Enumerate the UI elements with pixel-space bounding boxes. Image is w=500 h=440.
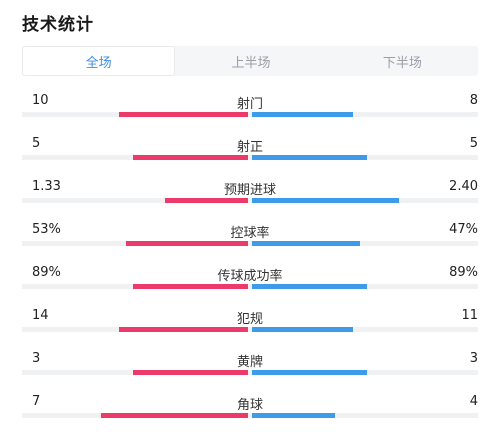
stat-label: 预期进球 xyxy=(223,183,276,198)
stat-row-yellow-cards: 3 黄牌 3 xyxy=(0,348,500,391)
stat-row-shots: 10 射门 8 xyxy=(0,90,500,133)
page-title: 技术统计 xyxy=(22,15,94,35)
home-bar xyxy=(133,370,248,375)
home-bar xyxy=(119,112,248,117)
stat-label: 黄牌 xyxy=(236,355,263,370)
bar-track xyxy=(22,327,478,332)
home-value: 53% xyxy=(32,222,61,237)
bar-track xyxy=(22,198,478,203)
home-bar xyxy=(133,284,248,289)
tab-full-match[interactable]: 全场 xyxy=(22,46,176,76)
away-value: 8 xyxy=(469,93,478,108)
stat-row-expected-goals: 1.33 预期进球 2.40 xyxy=(0,176,500,219)
away-bar xyxy=(252,155,367,160)
stat-label: 射正 xyxy=(236,140,263,155)
away-value: 2.40 xyxy=(449,179,478,194)
bar-track xyxy=(22,112,478,117)
bar-track xyxy=(22,241,478,246)
stats-list: 10 射门 8 5 射正 5 1.33 预期进球 2.40 53% 控球率 47… xyxy=(0,90,500,434)
home-value: 7 xyxy=(32,394,41,409)
stat-label: 犯规 xyxy=(236,312,263,327)
home-value: 3 xyxy=(32,351,41,366)
stat-label: 传球成功率 xyxy=(217,269,283,284)
stat-row-fouls: 14 犯规 11 xyxy=(0,305,500,348)
stat-label: 控球率 xyxy=(230,226,270,241)
stat-row-pass-accuracy: 89% 传球成功率 89% xyxy=(0,262,500,305)
away-value: 11 xyxy=(461,308,478,323)
home-bar xyxy=(126,241,248,246)
bar-track xyxy=(22,284,478,289)
away-value: 5 xyxy=(469,136,478,151)
stat-label: 角球 xyxy=(236,398,263,413)
away-bar xyxy=(252,370,367,375)
stat-label: 射门 xyxy=(236,97,263,112)
away-bar xyxy=(252,241,360,246)
away-value: 47% xyxy=(449,222,478,237)
home-value: 5 xyxy=(32,136,41,151)
away-bar xyxy=(252,327,353,332)
tab-second-half[interactable]: 下半场 xyxy=(382,55,422,71)
home-bar xyxy=(101,413,248,418)
stat-row-corners: 7 角球 4 xyxy=(0,391,500,434)
away-bar xyxy=(252,198,399,203)
bar-track xyxy=(22,413,478,418)
home-bar xyxy=(165,198,248,203)
home-value: 1.33 xyxy=(32,179,61,194)
away-bar xyxy=(252,112,353,117)
bar-track xyxy=(22,370,478,375)
bar-track xyxy=(22,155,478,160)
stat-row-shots-on-target: 5 射正 5 xyxy=(0,133,500,176)
away-value: 4 xyxy=(469,394,478,409)
period-tabs: 全场 上半场 下半场 xyxy=(22,46,478,76)
away-bar xyxy=(252,284,367,289)
away-value: 89% xyxy=(449,265,478,280)
stat-row-possession: 53% 控球率 47% xyxy=(0,219,500,262)
home-value: 89% xyxy=(32,265,61,280)
home-value: 14 xyxy=(32,308,49,323)
home-bar xyxy=(133,155,248,160)
away-bar xyxy=(252,413,335,418)
home-bar xyxy=(119,327,248,332)
home-value: 10 xyxy=(32,93,49,108)
tab-first-half[interactable]: 上半场 xyxy=(231,55,271,71)
away-value: 3 xyxy=(469,351,478,366)
